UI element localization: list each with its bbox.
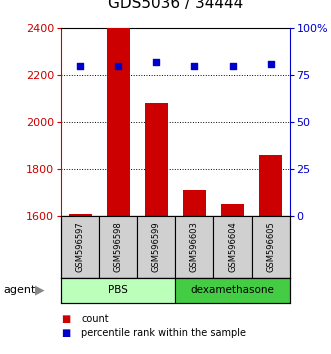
- Bar: [175, 278, 290, 303]
- Bar: [213, 216, 252, 278]
- Bar: [69, 213, 92, 216]
- Bar: [137, 216, 175, 278]
- Point: [116, 63, 121, 69]
- Point: [230, 63, 235, 69]
- Bar: [175, 216, 213, 278]
- Bar: [252, 216, 290, 278]
- Text: dexamethasone: dexamethasone: [191, 285, 274, 295]
- Bar: [99, 216, 137, 278]
- Bar: [221, 204, 244, 216]
- Text: GSM596604: GSM596604: [228, 222, 237, 272]
- Bar: [61, 216, 99, 278]
- Point: [192, 63, 197, 69]
- Text: GSM596603: GSM596603: [190, 222, 199, 272]
- Bar: [61, 278, 175, 303]
- Text: count: count: [81, 314, 109, 324]
- Text: percentile rank within the sample: percentile rank within the sample: [81, 328, 246, 338]
- Text: ■: ■: [61, 328, 71, 338]
- Point: [77, 63, 83, 69]
- Text: GSM596605: GSM596605: [266, 222, 275, 272]
- Text: agent: agent: [3, 285, 36, 295]
- Text: GDS5036 / 34444: GDS5036 / 34444: [108, 0, 243, 11]
- Bar: [259, 155, 282, 216]
- Point: [154, 59, 159, 65]
- Text: ▶: ▶: [35, 284, 45, 297]
- Text: GSM596598: GSM596598: [114, 222, 123, 272]
- Text: ■: ■: [61, 314, 71, 324]
- Bar: [145, 103, 168, 216]
- Point: [268, 61, 273, 67]
- Bar: [107, 28, 130, 216]
- Text: GSM596597: GSM596597: [76, 222, 85, 272]
- Bar: [183, 190, 206, 216]
- Text: GSM596599: GSM596599: [152, 222, 161, 272]
- Text: PBS: PBS: [108, 285, 128, 295]
